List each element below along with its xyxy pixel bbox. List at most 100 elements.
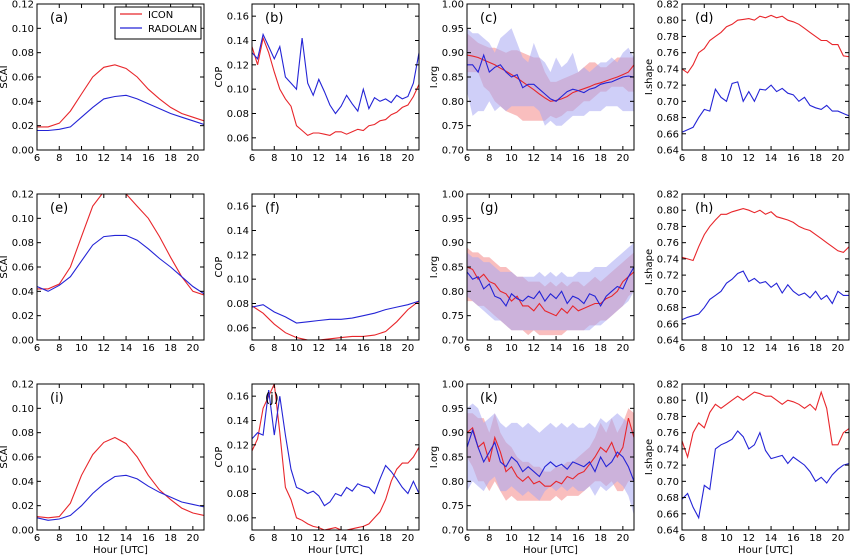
radolan-line [37,94,204,132]
y-tick-label: 0.02 [12,121,34,132]
y-tick-label: 0.04 [12,97,34,108]
x-tick-label: 6 [34,533,40,544]
panel-letter: (a) [50,11,68,26]
y-tick-label: 0.75 [442,311,464,322]
x-tick-label: 20 [616,153,629,164]
plot-area-d [682,14,849,133]
y-tick-label: 0.76 [657,428,679,439]
y-tick-label: 0.76 [657,48,679,59]
y-tick-label: 0.00 [12,146,34,157]
y-axis-label: I.shape [644,59,655,95]
x-tick-label: 10 [505,533,518,544]
x-tick-label: 18 [379,343,392,354]
x-tick-label: 14 [120,153,133,164]
legend: ICON RADOLAN [114,6,202,40]
icon-line [252,300,419,340]
icon-line [682,208,849,262]
y-tick-label: 0.70 [657,287,679,298]
panel-letter: (l) [695,391,709,406]
plot-area-j [252,384,419,530]
x-tick-label: 16 [787,343,800,354]
x-tick-label: 14 [765,343,778,354]
x-tick-label: 16 [142,343,155,354]
panel-letter: (e) [50,201,68,216]
y-tick-label: 0.00 [12,336,34,347]
x-tick-label: 12 [312,153,325,164]
x-tick-label: 6 [34,343,40,354]
legend-box [114,6,202,40]
plot-area-c [467,28,634,126]
x-tick-label: 6 [464,153,470,164]
y-tick-label: 0.70 [442,146,464,157]
y-tick-label: 1.00 [442,0,464,11]
radolan-range-band [467,242,634,331]
x-tick-label: 8 [486,153,492,164]
axes-frame [251,193,420,341]
y-tick-label: 0.08 [12,238,34,249]
panel-h: 6 8 10 12 14 16 18 20 0.64 0.66 0.68 0.70 0.72 0.74 0.… [644,190,850,354]
panel-letter: (k) [480,391,498,406]
x-tick-label: 12 [742,153,755,164]
radolan-line [252,390,419,507]
x-tick-label: 20 [831,153,844,164]
y-tick-label: 0.68 [657,493,679,504]
y-axis-label: I.shape [644,439,655,475]
y-axis-label: I.shape [644,249,655,285]
x-tick-label: 16 [572,153,585,164]
plot-area-l [682,390,849,520]
x-tick-label: 10 [720,533,733,544]
x-tick-label: 14 [120,533,133,544]
x-tick-label: 14 [765,533,778,544]
x-tick-label: 12 [312,343,325,354]
y-tick-label: 0.12 [12,0,34,11]
x-tick-label: 18 [594,153,607,164]
x-tick-label: 14 [550,153,563,164]
y-tick-label: 0.08 [12,428,34,439]
plot-area-g [467,242,634,336]
panel-e: 6 8 10 12 14 16 18 20 0.00 0.02 0.04 0.06 0.08 0.10 0.… [0,190,205,354]
y-tick-label: 0.68 [657,113,679,124]
y-tick-label: 0.72 [657,461,679,472]
x-tick-label: 14 [335,343,348,354]
y-tick-label: 0.02 [12,311,34,322]
y-axis-label: I.org [429,66,440,89]
x-tick-label: 16 [357,343,370,354]
y-tick-label: 0.12 [12,190,34,201]
y-tick-label: 0.72 [657,271,679,282]
icon-line [37,194,204,296]
x-tick-label: 12 [742,533,755,544]
y-axis-label: I.org [429,256,440,279]
x-tick-label: 6 [679,153,685,164]
y-tick-label: 0.66 [657,129,679,140]
x-tick-label: 14 [335,533,348,544]
y-tick-label: 0.12 [227,60,249,71]
x-tick-label: 14 [550,343,563,354]
x-tick-label: 6 [34,153,40,164]
y-tick-label: 0.70 [657,97,679,108]
x-axis-label: Hour [UTC] [738,545,793,556]
y-tick-label: 0.75 [442,121,464,132]
x-tick-label: 20 [401,153,414,164]
x-tick-label: 18 [164,343,177,354]
y-tick-label: 0.10 [227,275,249,286]
y-tick-label: 0.76 [657,238,679,249]
y-tick-label: 0.64 [657,526,679,537]
y-tick-label: 0.80 [442,97,464,108]
x-tick-label: 18 [164,153,177,164]
y-tick-label: 0.66 [657,509,679,520]
y-tick-label: 0.70 [442,526,464,537]
y-tick-label: 0.06 [227,133,249,144]
y-tick-label: 0.90 [442,238,464,249]
panel-letter: (c) [480,11,497,26]
plot-area-a [37,64,204,132]
y-tick-label: 0.78 [657,222,679,233]
y-tick-label: 0.12 [227,250,249,261]
panel-d: 6 8 10 12 14 16 18 20 0.64 0.66 0.68 0.70 0.72 0.74 0.… [644,0,850,164]
radolan-line [682,430,849,520]
y-tick-label: 0.16 [227,392,249,403]
axes-frame [251,3,420,151]
y-tick-label: 0.80 [657,396,679,407]
y-tick-label: 0.64 [657,146,679,157]
y-axis-label: SCAI [0,65,10,88]
